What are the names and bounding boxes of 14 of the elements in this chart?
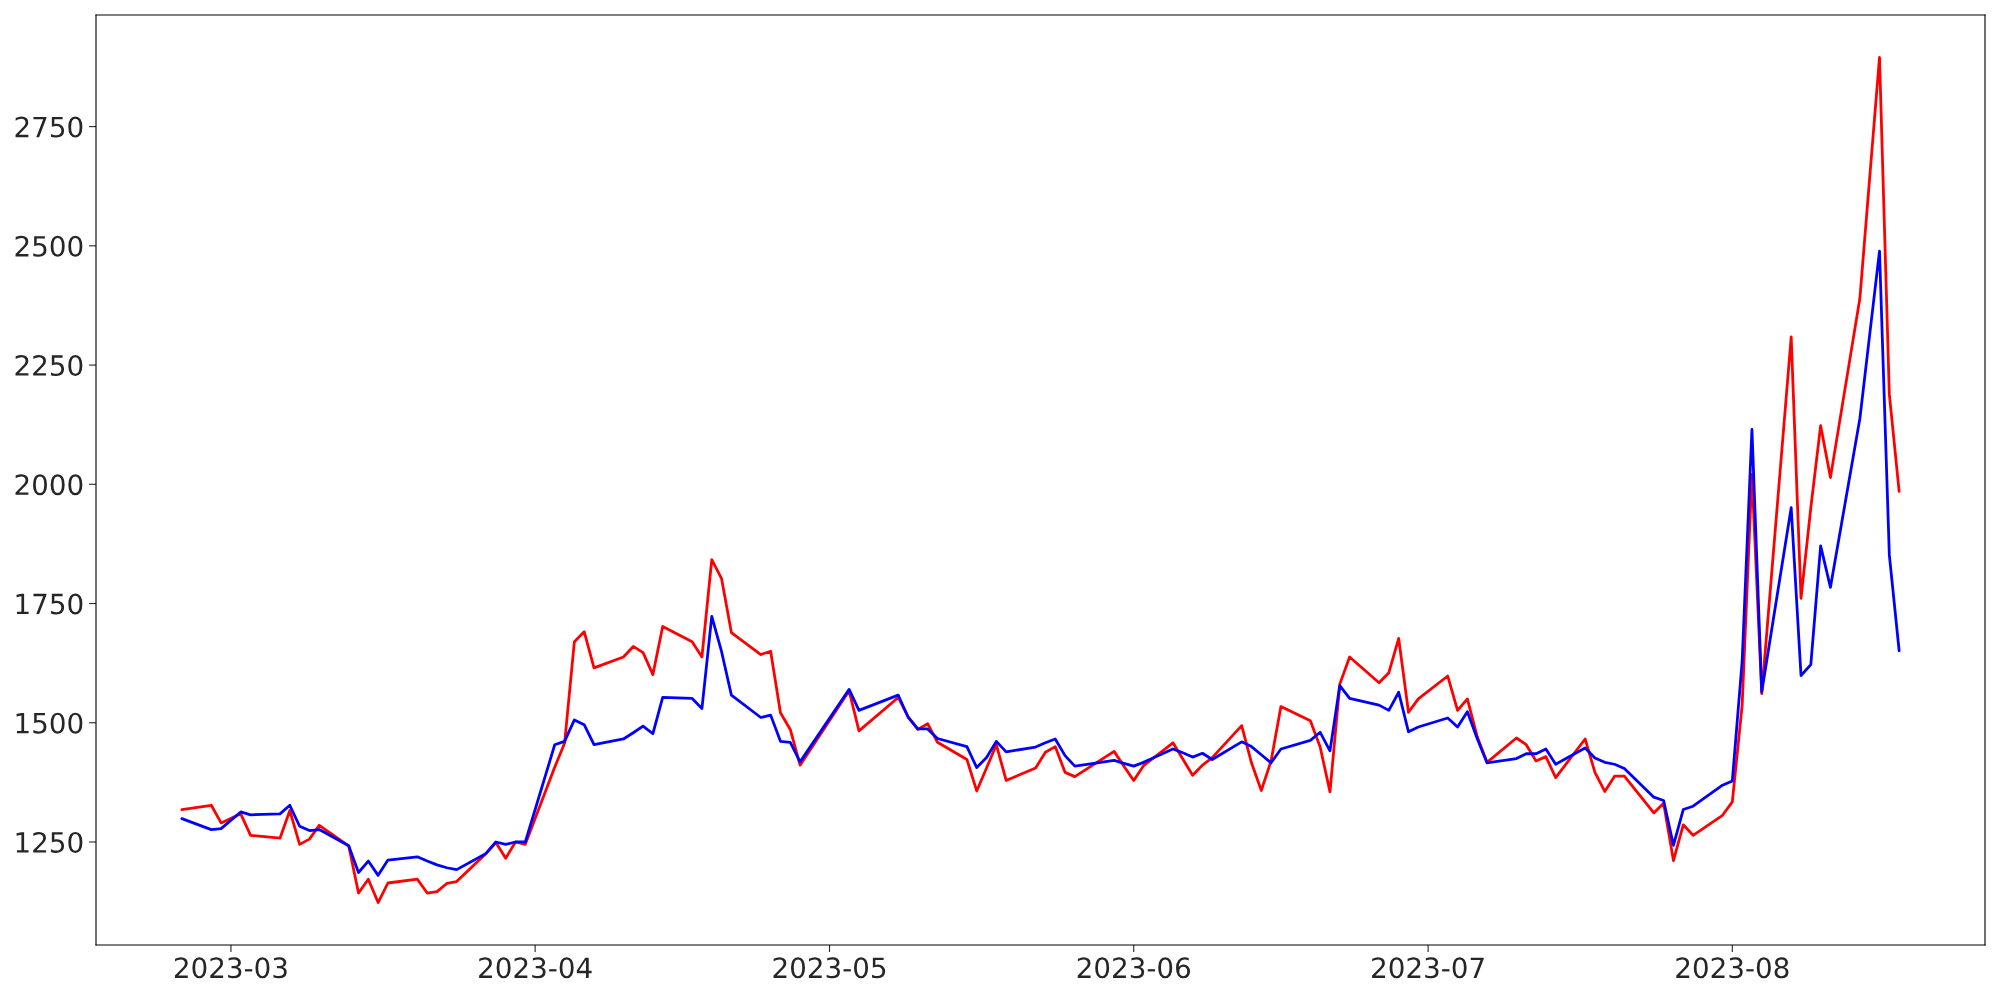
x-tick-label: 2023-05	[773, 957, 886, 979]
y-tick-label: 1500	[16, 712, 83, 734]
y-tick-label: 1250	[16, 831, 83, 853]
x-tick-label: 2023-03	[174, 957, 287, 979]
y-tick-label: 2250	[15, 355, 83, 377]
x-tick-label: 2023-06	[1077, 957, 1190, 979]
y-tick-label: 1750	[16, 593, 83, 615]
y-tick-label: 2000	[15, 474, 83, 496]
line-series	[180, 249, 1901, 877]
y-tick-label: 2750	[15, 116, 83, 138]
y-tick-label: 2500	[15, 235, 83, 257]
x-tick-label: 2023-04	[479, 957, 592, 979]
x-tick-label: 2023-08	[1676, 957, 1789, 979]
x-tick-label: 2023-07	[1372, 957, 1484, 979]
